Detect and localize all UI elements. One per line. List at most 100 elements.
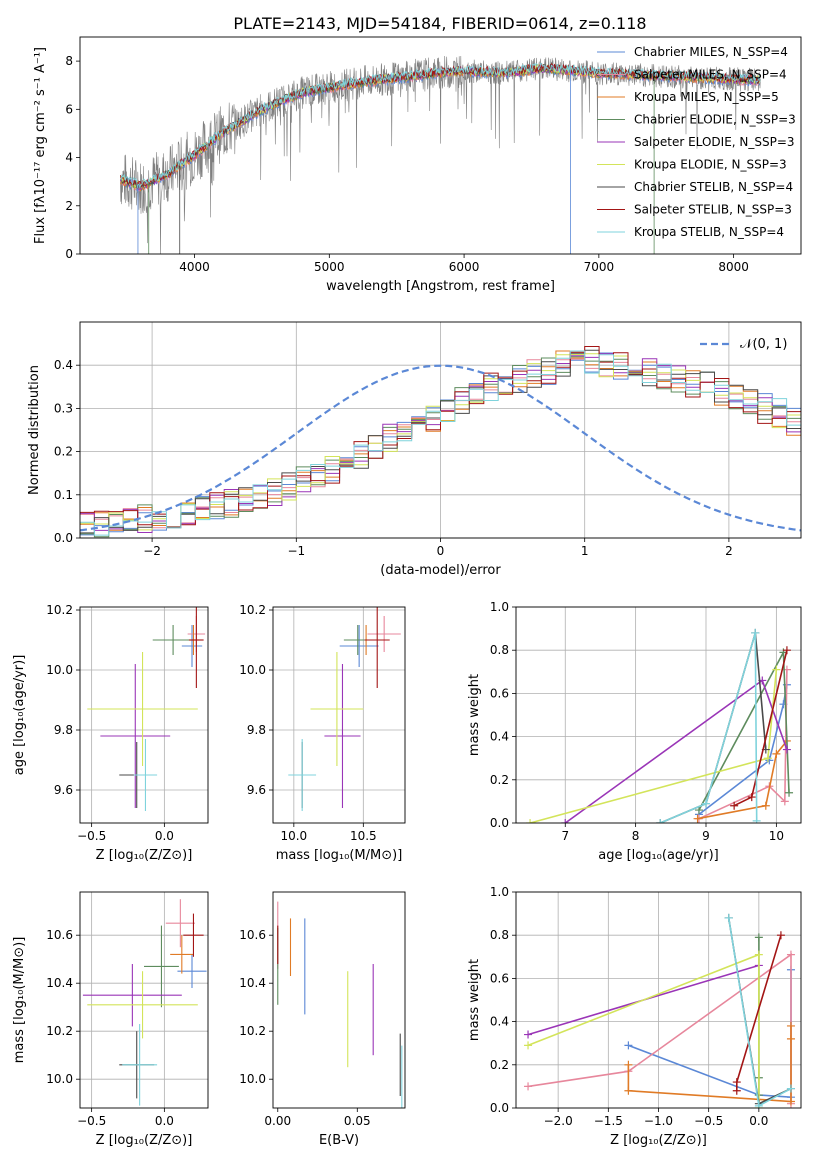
weight-marker [561,819,570,823]
legend-entry: Salpeter STELIB, N_SSP=3 [634,203,792,217]
weight-marker [624,1041,633,1050]
y-tick-label: 0.1 [54,488,73,502]
weight-marker [786,1097,795,1106]
x-tick-label: 0.0 [749,1114,768,1128]
y-tick-label: 10.2 [46,1024,73,1038]
y-tick-label: 0.3 [54,401,73,415]
x-axis-label: Z [log₁₀(Z/Z⊙)] [610,1133,707,1148]
weight-marker [747,793,756,802]
weight-marker [772,665,781,674]
legend-entry: Kroupa MILES, N_SSP=5 [634,90,779,104]
y-tick-label: 10.0 [46,663,73,677]
y-tick-label: 10.0 [239,1072,266,1086]
plot-area [288,607,401,811]
y-tick-label: 8 [65,54,73,68]
weight-marker [524,1030,533,1039]
plot-area [82,899,207,1106]
legend-entry: Kroupa STELIB, N_SSP=4 [634,225,784,239]
axes-frame [272,891,406,1109]
y-tick-label: 10.4 [46,976,73,990]
legend-entry: Salpeter MILES, N_SSP=4 [634,68,787,82]
weight-marker [693,814,702,823]
y-tick-label: 6 [65,102,73,116]
y-axis-label: mass [log₁₀(M/M⊙)] [12,937,27,1064]
y-tick-label: 10.4 [239,976,266,990]
axes-frame [515,606,802,824]
y-tick-label: 0.4 [490,730,509,744]
axes-frame [79,606,209,824]
normal-curve [80,364,801,532]
x-axis-label: age [log₁₀(age/yr)] [598,848,719,863]
x-axis-label: E(B-V) [319,1133,359,1148]
legend-entry: Chabrier STELIB, N_SSP=4 [634,180,793,194]
x-tick-label: 9 [702,829,710,843]
x-tick-label: 10 [769,829,784,843]
y-tick-label: 10.2 [239,1024,266,1038]
legend: Chabrier MILES, N_SSP=4 Salpeter MILES, N… [597,45,796,239]
y-tick-label: 0.0 [54,531,73,545]
plot-area [526,628,794,823]
axes-frame [272,606,406,824]
x-tick-label: 5000 [314,260,345,274]
y-tick-label: 0 [65,247,73,261]
observed-spectrum [120,55,761,254]
y-tick-label: 0.2 [54,445,73,459]
panel-age_vs_Z: −0.5 0.0 9.6 9.8 10.0 10.2 Z [log₁₀(Z/Z⊙)] age … [12,603,209,863]
x-axis-label: wavelength [Angstrom, rest frame] [326,279,555,294]
weight-marker [624,1086,633,1095]
x-tick-label: 10.0 [280,829,307,843]
weight-marker [526,819,535,823]
y-axis-label: mass weight [467,959,482,1041]
plot-area [87,607,206,811]
grid [80,607,208,823]
x-tick-label: −2.0 [544,1114,573,1128]
figure-title: PLATE=2143, MJD=54184, FIBERID=0614, z=0… [233,14,646,33]
y-tick-label: 9.8 [54,723,73,737]
y-tick-label: 10.6 [46,928,73,942]
y-tick-label: 0.0 [490,816,509,830]
x-tick-label: 7000 [584,260,615,274]
weight-marker [624,1060,633,1069]
x-tick-label: 8000 [718,260,749,274]
x-tick-label: 4000 [179,260,210,274]
y-tick-label: 4 [65,151,73,165]
y-tick-label: 10.6 [239,928,266,942]
x-tick-label: −2 [143,544,161,558]
y-tick-label: 0.6 [490,971,509,985]
y-tick-label: 1.0 [490,600,509,614]
y-axis-label: mass weight [467,674,482,756]
weight-line [659,632,758,823]
x-tick-label: 0.00 [264,1114,291,1128]
panel-weight_vs_Z: −2.0 −1.5 −1.0 −0.5 0.0 0.0 0.2 0.4 0.6 0.8 1.0 Z [… [467,885,802,1148]
legend-entry: Salpeter ELODIE, N_SSP=3 [634,135,795,149]
y-tick-label: 0.0 [490,1101,509,1115]
axes-frame [79,36,802,255]
model-spectrum-line [120,62,761,189]
weight-marker [782,745,791,754]
y-tick-label: 0.8 [490,928,509,942]
x-tick-label: 0 [437,544,445,558]
axes-frame [79,321,802,539]
legend-entry: Kroupa ELODIE, N_SSP=3 [634,158,787,172]
residual-histogram [80,346,801,529]
x-axis-label: (data-model)/error [380,563,501,578]
panel-spectrum: 4000 5000 6000 7000 8000 0 2 4 6 8 wavelength [Ang… [33,36,802,294]
y-tick-label: 0.6 [490,686,509,700]
panel-residuals: −2 −1 0 1 2 0.0 0.1 0.2 0.3 0.4 (data-model)/error… [27,321,802,578]
legend-entry: 𝒩(0, 1) [740,337,787,352]
y-tick-label: 9.6 [247,783,266,797]
weight-marker [754,950,763,959]
x-tick-label: −0.5 [77,1114,106,1128]
x-axis-label: Z [log₁₀(Z/Z⊙)] [96,1133,193,1148]
x-axis-label: Z [log₁₀(Z/Z⊙)] [96,848,193,863]
panel-mass_vs_Z: −0.5 0.0 10.0 10.2 10.4 10.6 Z [log₁₀(Z/Z⊙)] ma… [12,891,209,1148]
x-tick-label: 1 [581,544,589,558]
weight-marker [786,950,795,959]
y-tick-label: 10.2 [239,603,266,617]
plot-area [80,346,801,538]
y-tick-label: 9.8 [247,723,266,737]
weight-marker [754,1101,763,1108]
x-tick-label: −0.5 [694,1114,723,1128]
y-tick-label: 1.0 [490,885,509,899]
weight-marker [751,628,760,637]
